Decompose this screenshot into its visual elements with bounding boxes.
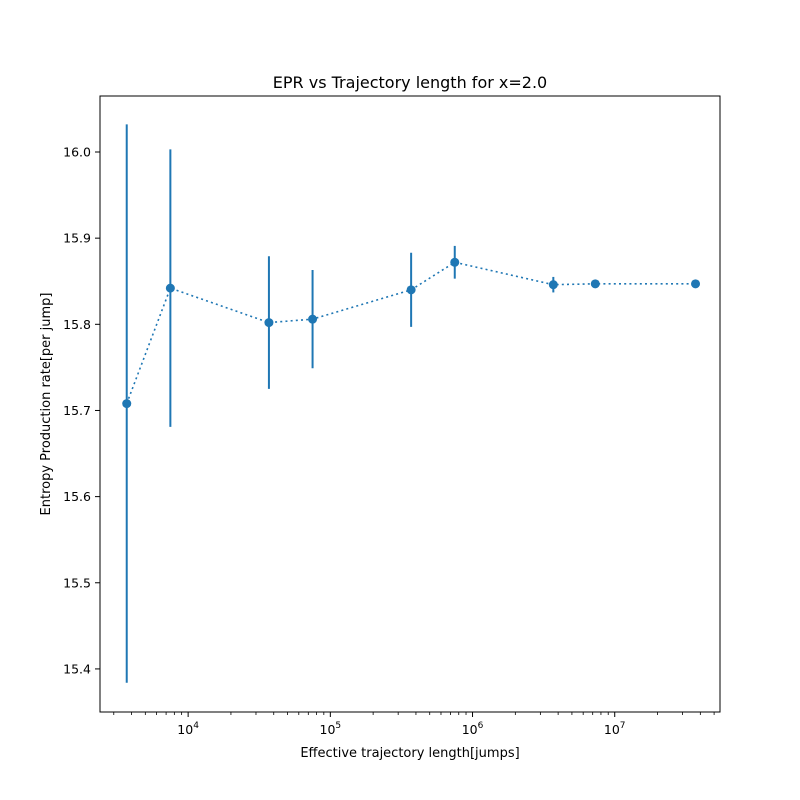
y-tick-label: 15.5 xyxy=(63,575,91,590)
data-point xyxy=(406,285,416,295)
x-tick-label: 105 xyxy=(320,721,342,737)
y-tick-label: 15.7 xyxy=(63,403,91,418)
data-point xyxy=(450,257,460,267)
plot-frame xyxy=(99,95,721,713)
plot-area xyxy=(122,124,701,683)
axis-ticks: 104 105 106 107 15.4 15.5 15.6 15.7 15.8 15.9 16.0 xyxy=(63,145,715,737)
data-point xyxy=(590,279,600,289)
y-tick-label: 15.9 xyxy=(63,231,91,246)
chart-title: EPR vs Trajectory length for x=2.0 xyxy=(273,73,547,92)
x-axis-label: Effective trajectory length[jumps] xyxy=(300,746,519,761)
data-point xyxy=(548,280,558,290)
y-tick-label: 15.8 xyxy=(63,317,91,332)
data-point xyxy=(308,314,318,324)
x-tick-label: 104 xyxy=(177,721,199,737)
data-point xyxy=(165,283,175,293)
y-tick-label: 15.4 xyxy=(63,661,91,676)
x-tick-label: 107 xyxy=(604,721,626,737)
y-axis-label: Entropy Production rate[per jump] xyxy=(39,293,54,516)
y-tick-label: 16.0 xyxy=(63,145,91,160)
x-tick-label: 106 xyxy=(462,721,484,737)
data-point xyxy=(264,318,274,328)
y-tick-label: 15.6 xyxy=(63,489,91,504)
data-point xyxy=(691,279,701,289)
data-point xyxy=(122,399,132,409)
